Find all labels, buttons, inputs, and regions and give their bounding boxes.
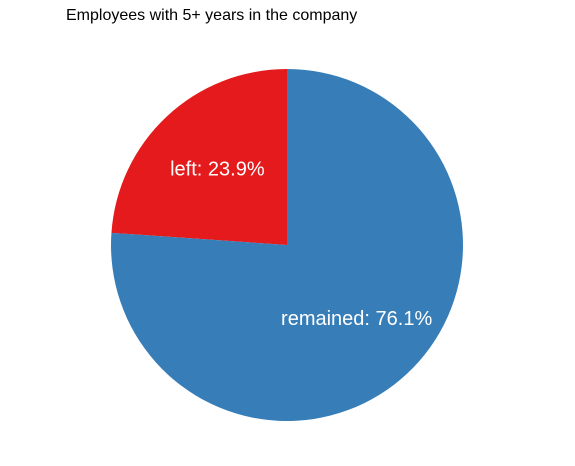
pie-label-left: left: 23.9% [170, 159, 265, 181]
pie-slices [110, 69, 463, 421]
pie-label-remained: remained: 76.1% [281, 308, 432, 330]
pie-slice-remained [110, 69, 463, 421]
pie-slice-left [111, 69, 287, 245]
chart-title: Employees with 5+ years in the company [66, 7, 358, 24]
pie-labels: left: 23.9% remained: 76.1% [170, 159, 432, 330]
